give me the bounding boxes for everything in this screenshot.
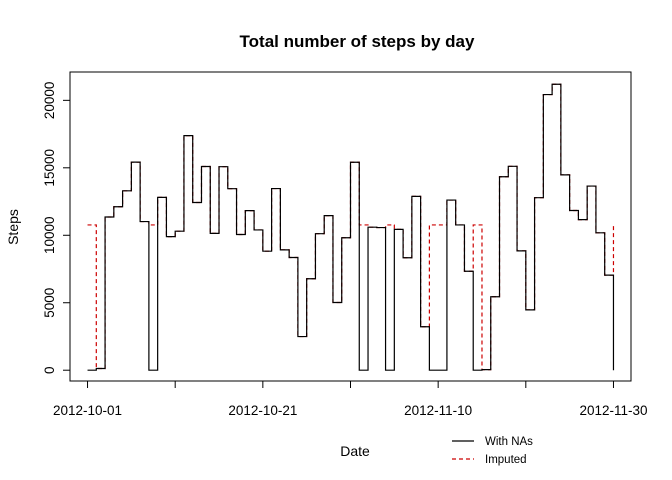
x-axis: 2012-10-01 2012-10-21 2012-11-10 2012-11-30 <box>53 380 648 418</box>
x-axis-label: Date <box>340 443 370 459</box>
y-tick-label: 15000 <box>42 149 57 187</box>
x-tick-label: 2012-10-01 <box>53 403 122 418</box>
series-layer <box>87 83 615 371</box>
x-tick-label: 2012-10-21 <box>228 403 297 418</box>
legend: With NAs Imputed <box>452 436 533 466</box>
y-tick-label: 0 <box>42 366 57 374</box>
y-axis-label: Steps <box>5 209 21 245</box>
y-axis: 0 5000 10000 15000 20000 <box>42 82 71 374</box>
legend-label: Imputed <box>485 454 527 466</box>
y-tick-label: 5000 <box>42 288 57 318</box>
chart-title: Total number of steps by day <box>240 32 475 51</box>
y-tick-label: 10000 <box>42 216 57 254</box>
x-tick-label: 2012-11-10 <box>404 403 472 418</box>
x-tick-label: 2012-11-30 <box>579 403 647 418</box>
series-with-nas <box>87 83 615 371</box>
legend-label: With NAs <box>485 436 533 448</box>
y-tick-label: 20000 <box>42 82 57 120</box>
